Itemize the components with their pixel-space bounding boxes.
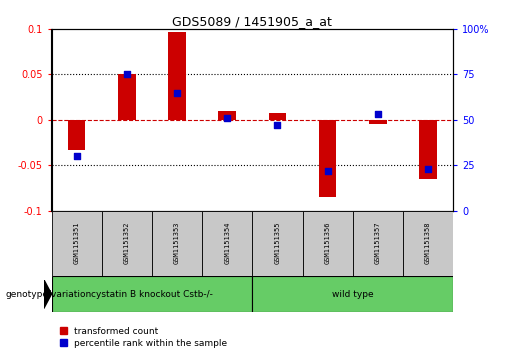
Bar [202,211,252,276]
Bar [252,211,303,276]
Point [223,115,231,121]
Text: wild type: wild type [332,290,373,298]
Bar [303,211,353,276]
Bar [102,211,152,276]
Bar [168,32,186,120]
Bar [118,74,135,120]
Text: GSM1151356: GSM1151356 [324,222,331,265]
Bar [319,120,336,197]
Bar [152,211,202,276]
Legend: transformed count, percentile rank within the sample: transformed count, percentile rank withi… [56,323,231,351]
Bar [252,276,453,312]
Text: GSM1151352: GSM1151352 [124,222,130,265]
Bar [403,211,453,276]
Text: GSM1151354: GSM1151354 [224,222,230,265]
Bar [218,111,236,120]
Bar [353,211,403,276]
Point [273,122,282,128]
Bar [369,120,387,124]
Text: GSM1151358: GSM1151358 [425,222,431,265]
Bar [269,113,286,120]
Bar [419,120,437,179]
Bar [68,120,85,150]
Polygon shape [44,280,52,309]
Text: genotype/variation: genotype/variation [5,290,91,298]
Point [424,166,432,172]
Text: GSM1151357: GSM1151357 [375,222,381,265]
Point [123,72,131,77]
Text: GSM1151351: GSM1151351 [74,222,80,265]
Bar [52,211,102,276]
Title: GDS5089 / 1451905_a_at: GDS5089 / 1451905_a_at [173,15,332,28]
Point [374,111,382,117]
Text: GSM1151353: GSM1151353 [174,222,180,265]
Point [73,153,81,159]
Text: cystatin B knockout Cstb-/-: cystatin B knockout Cstb-/- [91,290,213,298]
Point [173,90,181,95]
Bar [52,276,252,312]
Point [323,168,332,174]
Text: GSM1151355: GSM1151355 [274,222,281,265]
